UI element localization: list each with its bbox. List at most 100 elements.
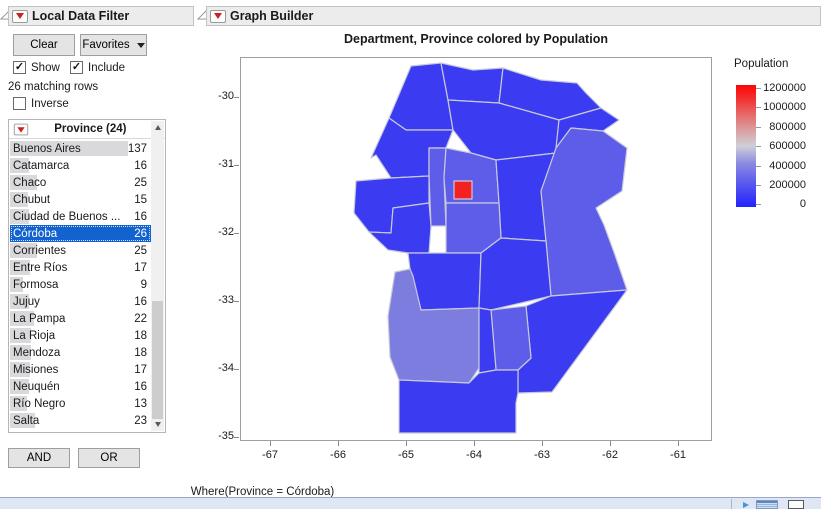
list-item[interactable]: Jujuy 16: [10, 293, 151, 310]
count-bar: [10, 396, 27, 411]
scrollbar-thumb[interactable]: [152, 301, 163, 419]
scroll-down-icon[interactable]: [151, 418, 164, 431]
chevron-down-icon: [136, 42, 145, 48]
scroll-up-icon[interactable]: [151, 121, 164, 134]
filter-panel-header: Local Data Filter: [8, 6, 194, 26]
x-tick-label: -67: [262, 449, 278, 461]
list-item[interactable]: Río Negro 13: [10, 395, 151, 412]
list-item-label: Ciudad de Buenos ...: [13, 210, 121, 223]
graph-builder-header: Graph Builder: [206, 6, 821, 26]
list-item[interactable]: Corrientes 25: [10, 242, 151, 259]
x-tick-label: -63: [534, 449, 550, 461]
inverse-checkbox[interactable]: [13, 97, 26, 110]
favorites-dropdown[interactable]: Favorites: [80, 34, 147, 56]
legend-tick-mark: [756, 165, 761, 167]
list-item-count: 16: [134, 380, 147, 393]
list-item[interactable]: Entre Ríos 17: [10, 259, 151, 276]
department-shape[interactable]: [490, 305, 532, 371]
show-checkbox[interactable]: ✓: [13, 61, 26, 74]
y-tick-mark: [234, 97, 239, 98]
list-item-label: Río Negro: [13, 397, 66, 410]
where-clause: Where(Province = Córdoba): [190, 486, 335, 498]
legend-tick-mark: [756, 107, 761, 109]
legend-gradient-bar[interactable]: [736, 85, 756, 207]
legend-tick-mark: [756, 88, 761, 89]
count-bar: [10, 192, 28, 207]
department-shape[interactable]: [478, 237, 552, 311]
cordoba-department-map: [353, 62, 628, 434]
department-shape[interactable]: [398, 369, 519, 434]
show-checkbox-row: ✓ Show: [13, 61, 60, 74]
list-item[interactable]: Formosa 9: [10, 276, 151, 293]
list-item[interactable]: La Pampa 22: [10, 310, 151, 327]
x-tick-mark: [678, 441, 679, 446]
y-tick-label: -32: [218, 226, 234, 238]
or-button[interactable]: OR: [78, 448, 140, 468]
department-shape[interactable]: [517, 289, 628, 394]
department-shape[interactable]: [428, 147, 447, 227]
red-triangle-menu-icon[interactable]: [210, 9, 226, 23]
status-bar: [0, 497, 821, 509]
count-bar: [10, 141, 128, 156]
count-bar: [10, 362, 30, 377]
list-item-label: Misiones: [13, 363, 59, 376]
x-tick-label: -64: [466, 449, 482, 461]
list-item-count: 22: [134, 312, 147, 325]
include-checkbox-row: ✓ Include: [70, 61, 125, 74]
legend-title: Population: [734, 58, 789, 70]
count-bar: [10, 158, 29, 173]
inverse-label: Inverse: [31, 97, 69, 110]
list-item[interactable]: Misiones 17: [10, 361, 151, 378]
list-scrollbar[interactable]: [151, 121, 164, 431]
red-triangle-menu-icon[interactable]: [12, 9, 28, 23]
list-item[interactable]: Salta 23: [10, 412, 151, 429]
list-item[interactable]: Catamarca 16: [10, 157, 151, 174]
list-item[interactable]: Chubut 15: [10, 191, 151, 208]
window-icon[interactable]: [788, 500, 804, 509]
list-item[interactable]: Buenos Aires 137: [10, 140, 151, 157]
red-triangle-menu-icon[interactable]: [13, 123, 29, 135]
y-tick-label: -34: [218, 362, 234, 374]
legend-tick-label: 0: [799, 198, 806, 211]
list-item-label: Corrientes: [13, 244, 67, 257]
matching-rows-text: 26 matching rows: [8, 81, 99, 93]
list-item[interactable]: Córdoba 26: [10, 225, 151, 242]
legend-tick-label: 1000000: [763, 101, 806, 114]
department-shape[interactable]: [440, 62, 504, 104]
list-item-count: 16: [134, 159, 147, 172]
list-item[interactable]: Mendoza 18: [10, 344, 151, 361]
list-item[interactable]: La Rioja 18: [10, 327, 151, 344]
include-checkbox[interactable]: ✓: [70, 61, 83, 74]
list-item-label: Chaco: [13, 176, 47, 189]
data-table-icon[interactable]: [756, 500, 778, 509]
map-plot-area[interactable]: [240, 57, 712, 441]
list-item-count: 18: [134, 329, 147, 342]
x-tick-mark: [270, 441, 271, 446]
list-item-label: La Pampa: [13, 312, 66, 325]
count-bar: [10, 328, 31, 343]
count-bar: [10, 209, 29, 224]
y-tick-label: -30: [218, 90, 234, 102]
list-item-count: 17: [134, 261, 147, 274]
x-tick-mark: [406, 441, 407, 446]
legend-tick-label: 1200000: [763, 82, 806, 94]
clear-button[interactable]: Clear: [13, 34, 75, 56]
inverse-checkbox-row: Inverse: [13, 97, 69, 110]
list-item[interactable]: Chaco 25: [10, 174, 151, 191]
list-item-count: 16: [134, 295, 147, 308]
y-tick-mark: [234, 301, 239, 302]
department-shape[interactable]: [453, 180, 473, 200]
selection-caret-icon[interactable]: [742, 500, 750, 509]
legend-tick-label: 200000: [769, 179, 806, 191]
x-tick-label: -66: [330, 449, 346, 461]
legend-tick-label: 800000: [769, 120, 806, 133]
list-item[interactable]: Ciudad de Buenos ... 16: [10, 208, 151, 225]
include-label: Include: [88, 61, 126, 74]
list-item[interactable]: Neuquén 16: [10, 378, 151, 395]
list-item-count: 137: [127, 142, 147, 155]
chart-title: Department, Province colored by Populati…: [344, 32, 608, 46]
department-shape[interactable]: [368, 202, 432, 254]
and-button[interactable]: AND: [8, 448, 70, 468]
list-item-label: Chubut: [13, 193, 51, 206]
department-shape[interactable]: [540, 127, 628, 297]
